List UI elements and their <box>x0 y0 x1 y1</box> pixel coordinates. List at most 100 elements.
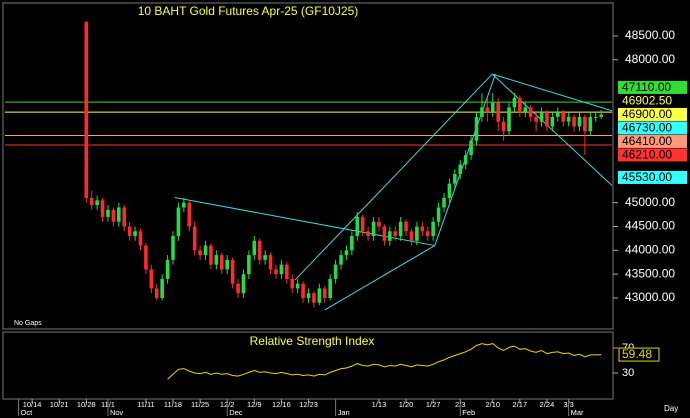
indicator-line <box>167 343 602 380</box>
y-tick-label: 44500.00 <box>625 219 675 233</box>
candle-body <box>165 259 170 279</box>
candle-body <box>415 226 419 241</box>
candle-body <box>360 216 365 232</box>
candle-body <box>447 183 452 198</box>
candle-body <box>306 293 311 298</box>
candle-body <box>312 293 316 303</box>
candle-body <box>534 116 538 122</box>
candle-body <box>100 200 105 217</box>
y-tick-label: 43000.00 <box>625 290 675 304</box>
candle-body <box>599 114 603 117</box>
x-tick-label: 2/24 <box>540 400 555 409</box>
candle-body <box>117 207 121 222</box>
candle-body <box>182 202 186 208</box>
candle-body <box>425 231 430 237</box>
candle-body <box>84 21 89 198</box>
candle-body <box>485 107 490 113</box>
candle-body <box>149 269 154 289</box>
candle-body <box>89 197 94 206</box>
x-tick-label: 2/17 <box>513 400 528 409</box>
candle-body <box>469 140 473 156</box>
x-tick-label: 1/13 <box>372 400 387 409</box>
candle-body <box>496 102 500 122</box>
candle-body <box>171 236 175 260</box>
y-tick-label: 48500.00 <box>625 28 675 42</box>
candle-body <box>322 288 327 298</box>
level-box <box>618 134 687 148</box>
candle-body <box>225 259 230 270</box>
candle-body <box>507 107 511 132</box>
candle-body <box>566 116 571 122</box>
note: No Gaps <box>14 320 42 327</box>
candle-body <box>420 226 425 232</box>
level-label: 45530.00 <box>622 170 672 184</box>
month-label: Dec <box>229 408 243 417</box>
candle-body <box>339 255 343 265</box>
level-box <box>618 80 687 94</box>
month-label: Jan <box>338 408 350 417</box>
candle-body <box>274 269 278 275</box>
candle-body <box>252 240 257 256</box>
candle-body <box>111 209 116 222</box>
trend-line <box>294 73 493 281</box>
level-label: 46730.00 <box>622 121 672 135</box>
indicator-title: Relative Strength Index <box>250 334 375 348</box>
level-label: 46900.00 <box>622 107 672 121</box>
candle-body <box>95 200 99 206</box>
candle-body <box>219 255 224 270</box>
indicator-value-box <box>618 347 660 362</box>
x-tick-label: 10/28 <box>77 400 96 409</box>
level-box <box>618 170 687 184</box>
candle-body <box>350 236 354 251</box>
trend-line <box>324 245 436 311</box>
level-label: 46210.00 <box>622 148 672 162</box>
candle-body <box>160 278 164 298</box>
candle-body <box>371 221 376 237</box>
candle-body <box>474 116 479 141</box>
candle-body <box>398 221 403 237</box>
month-label: Nov <box>110 408 124 417</box>
candle-body <box>518 97 522 113</box>
candle-body <box>154 288 159 298</box>
candle-body <box>480 107 484 117</box>
x-tick-label: 1/20 <box>399 400 414 409</box>
candle-body <box>393 231 398 237</box>
y-tick-label: 45000.00 <box>625 195 675 209</box>
candle-body <box>366 231 370 237</box>
candle-body <box>490 102 495 113</box>
candle-body <box>523 107 528 113</box>
candle-body <box>295 283 300 289</box>
candle-body <box>387 231 392 241</box>
candle-body <box>458 164 463 175</box>
candle-body <box>377 221 381 227</box>
level-box <box>618 148 687 162</box>
candle-body <box>442 197 446 208</box>
level-label: 47110.00 <box>622 80 671 94</box>
x-tick-label: 11/11 <box>137 400 155 409</box>
candle-body <box>247 255 251 275</box>
y-tick-label: 43500.00 <box>625 266 675 280</box>
level-box <box>618 121 687 135</box>
candle-body <box>133 231 137 237</box>
candle-body <box>268 255 273 270</box>
candle-body <box>230 259 235 284</box>
candle-body <box>122 207 127 227</box>
candle-body <box>583 116 587 132</box>
candle-body <box>453 174 457 184</box>
month-label: Mar <box>571 408 584 417</box>
candle-body <box>198 250 202 256</box>
chart-title: 10 BAHT Gold Futures Apr-25 (GF10J25) <box>138 4 359 18</box>
x-tick-label: 12/16 <box>272 400 291 409</box>
candle-body <box>241 274 246 294</box>
candle-body <box>263 255 267 260</box>
trend-line <box>492 73 613 112</box>
candle-body <box>588 116 593 132</box>
indicator-value-label: 59.48 <box>622 347 652 361</box>
candle-body <box>317 288 322 303</box>
x-tick-label: 12/23 <box>299 400 318 409</box>
candle-body <box>436 207 441 222</box>
candle-body <box>203 245 208 256</box>
level-box <box>618 107 687 121</box>
